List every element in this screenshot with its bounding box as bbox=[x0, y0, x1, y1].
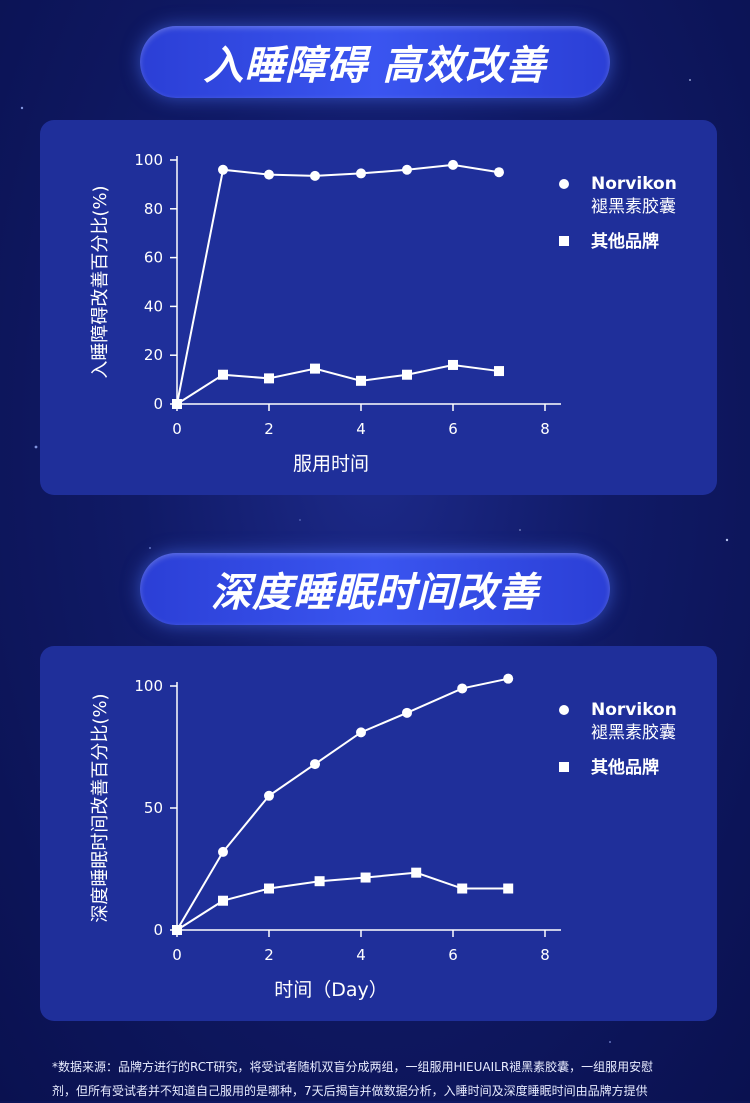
y-axis-label: 入睡障碍改善百分比(%) bbox=[90, 185, 111, 378]
data-point-square bbox=[264, 373, 274, 384]
footnote-line-1: *数据来源：品牌方进行的RCT研究，将受试者随机双盲分成两组，一组服用HIEUA… bbox=[52, 1060, 654, 1074]
data-point-square bbox=[172, 925, 182, 935]
x-tick-label: 4 bbox=[356, 946, 366, 964]
y-tick-label: 20 bbox=[144, 346, 163, 364]
x-axis-label: 服用时间 bbox=[293, 453, 369, 475]
series-line-1 bbox=[176, 363, 500, 405]
footnote-line-2: 剂，但所有受试者并不知道自己服用的是哪种，7天后揭盲并做数据分析，入睡时间及深度… bbox=[52, 1084, 648, 1098]
data-point-circle bbox=[402, 164, 412, 175]
data-point-circle bbox=[218, 164, 228, 175]
data-point-square bbox=[264, 883, 274, 894]
legend-label-series-1-line-2: 褪黑素胶囊 bbox=[591, 723, 676, 743]
data-point-square bbox=[360, 872, 371, 883]
data-point-circle bbox=[457, 683, 468, 694]
x-tick-label: 0 bbox=[172, 946, 182, 964]
legend-marker-circle bbox=[559, 705, 569, 715]
data-point-square bbox=[402, 369, 412, 380]
legend-label-series-1-line-2: 褪黑素胶囊 bbox=[591, 197, 676, 217]
data-point-square bbox=[448, 359, 458, 370]
data-source-footnote: *数据来源：品牌方进行的RCT研究，将受试者随机双盲分成两组，一组服用HIEUA… bbox=[52, 1055, 712, 1103]
data-point-square bbox=[494, 366, 504, 377]
data-point-square bbox=[314, 876, 325, 887]
chart-panel-deep-sleep: 0 50 100 0 2 4 6 8 时间（Day） 深度睡眠时间改善百分比(%) Norvikon… bbox=[40, 646, 717, 1021]
y-tick-label: 0 bbox=[153, 921, 163, 939]
data-point-circle bbox=[264, 790, 274, 801]
x-tick-label: 4 bbox=[356, 420, 366, 438]
y-tick-label: 100 bbox=[134, 677, 163, 695]
x-axis-label: 时间（Day） bbox=[274, 979, 388, 1001]
y-tick-label: 50 bbox=[144, 799, 163, 817]
legend-marker-square bbox=[559, 762, 569, 772]
data-point-circle bbox=[503, 673, 514, 684]
sleep-onset-chart: 0 20 40 60 80 100 0 2 4 6 8 服用时间 入睡障碍改善百分比(%) Norviko… bbox=[90, 151, 677, 475]
legend-marker-circle bbox=[559, 179, 569, 189]
legend-label-series-2: 其他品牌 bbox=[591, 231, 659, 252]
data-point-square bbox=[457, 883, 468, 894]
data-point-square bbox=[411, 867, 422, 878]
data-point-circle bbox=[356, 168, 366, 179]
deep-sleep-chart: 0 50 100 0 2 4 6 8 时间（Day） 深度睡眠时间改善百分比(%) Norvikon… bbox=[90, 673, 677, 1001]
data-point-circle bbox=[448, 159, 458, 170]
data-point-circle bbox=[356, 727, 366, 738]
data-point-circle bbox=[264, 169, 274, 180]
y-tick-label: 80 bbox=[144, 200, 163, 218]
data-point-circle bbox=[310, 170, 320, 181]
x-tick-label: 0 bbox=[172, 420, 182, 438]
y-axis-label: 深度睡眠时间改善百分比(%) bbox=[90, 693, 111, 922]
chart-panel-sleep-onset: 0 20 40 60 80 100 0 2 4 6 8 服用时间 入睡障碍改善百分比(%) Norviko… bbox=[40, 120, 717, 495]
x-tick-label: 8 bbox=[540, 946, 550, 964]
x-tick-label: 2 bbox=[264, 420, 274, 438]
y-tick-label: 0 bbox=[153, 395, 163, 413]
x-tick-label: 2 bbox=[264, 946, 274, 964]
data-point-square bbox=[503, 883, 514, 894]
legend-label-series-1: Norvikon bbox=[591, 700, 677, 720]
data-point-square bbox=[310, 363, 320, 374]
series-line-0 bbox=[176, 163, 500, 405]
y-tick-label: 60 bbox=[144, 249, 163, 267]
data-point-square bbox=[218, 369, 228, 380]
x-tick-label: 6 bbox=[448, 946, 458, 964]
data-point-square bbox=[172, 399, 182, 409]
banner-deep-sleep: 深度睡眠时间改善 bbox=[140, 553, 610, 625]
series-line-0 bbox=[176, 677, 509, 931]
x-tick-label: 6 bbox=[448, 420, 458, 438]
legend-label-series-2: 其他品牌 bbox=[591, 757, 659, 778]
data-point-circle bbox=[218, 846, 228, 857]
data-point-square bbox=[218, 895, 228, 906]
data-point-circle bbox=[310, 759, 320, 770]
data-point-circle bbox=[494, 167, 504, 178]
data-point-square bbox=[356, 375, 366, 386]
series-line-1 bbox=[176, 871, 509, 931]
data-point-circle bbox=[402, 707, 412, 718]
legend-marker-square bbox=[559, 236, 569, 246]
x-tick-label: 8 bbox=[540, 420, 550, 438]
y-tick-label: 100 bbox=[134, 151, 163, 169]
legend-label-series-1: Norvikon bbox=[591, 174, 677, 194]
y-tick-label: 40 bbox=[144, 297, 163, 315]
banner-sleep-onset: 入睡障碍 高效改善 bbox=[140, 26, 610, 98]
